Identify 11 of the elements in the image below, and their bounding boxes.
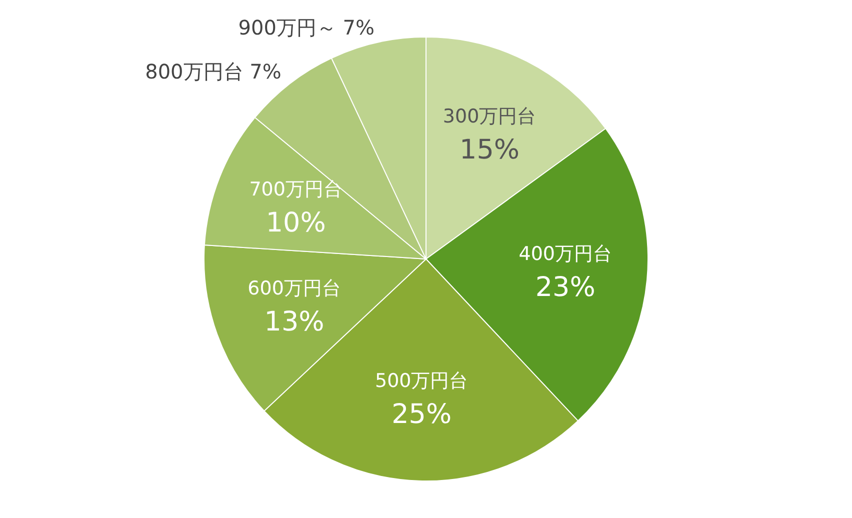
slice-label: 600万円台 (248, 277, 341, 300)
slice-label: 300万円台 (442, 105, 536, 128)
data-label: 15% (460, 134, 520, 166)
slice-label: 400万円台 (518, 243, 612, 266)
slice-label: 800万円台 7% (145, 60, 282, 84)
data-label: 13% (264, 306, 324, 338)
slice-label: 900万円～ 7% (238, 16, 375, 40)
slice-label: 500万円台 (374, 370, 468, 392)
data-label: 10% (266, 207, 326, 238)
data-label: 23% (535, 272, 596, 304)
data-label: 25% (392, 398, 452, 430)
